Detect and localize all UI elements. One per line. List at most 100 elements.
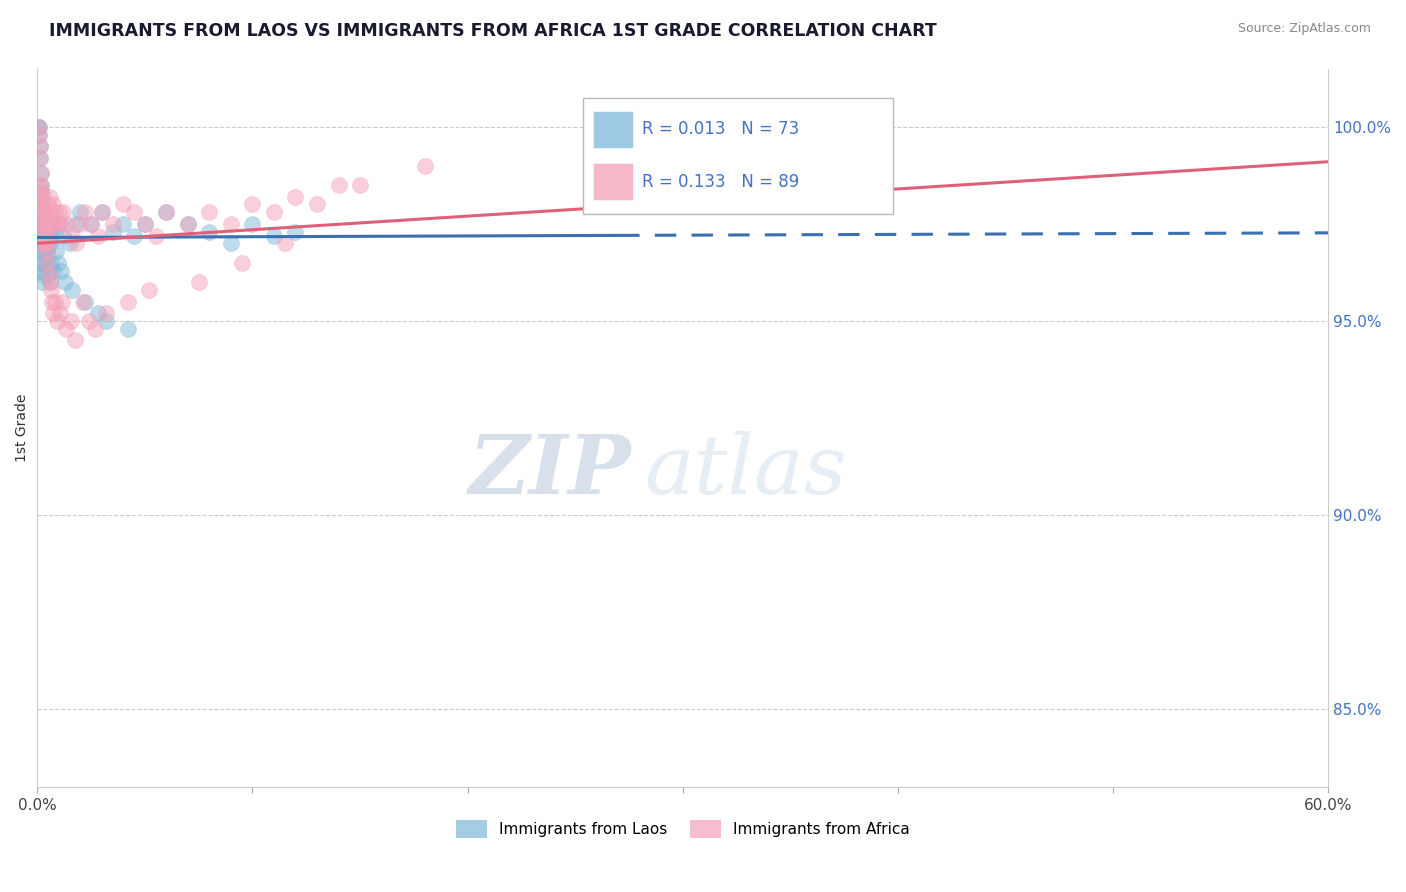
Point: [28, 228, 51, 243]
Text: R = 0.133   N = 89: R = 0.133 N = 89: [643, 173, 800, 191]
Point: [30, 256, 52, 270]
Point: [39, 256, 62, 270]
Point: [32, 217, 55, 231]
Point: [27, 190, 49, 204]
Point: [38, 268, 60, 282]
Point: [155, 205, 177, 219]
Point: [35, 236, 58, 251]
Point: [31, 268, 53, 282]
Point: [30, 151, 52, 165]
Point: [28, 217, 51, 231]
Point: [30, 166, 52, 180]
Point: [46, 256, 69, 270]
Legend: Immigrants from Laos, Immigrants from Africa: Immigrants from Laos, Immigrants from Af…: [450, 814, 915, 844]
Point: [122, 228, 145, 243]
Point: [274, 236, 297, 251]
Point: [134, 217, 156, 231]
Point: [84, 322, 107, 336]
Point: [284, 190, 307, 204]
Point: [56, 217, 79, 231]
Point: [145, 228, 167, 243]
Point: [31, 205, 53, 219]
Point: [34, 217, 56, 231]
Point: [49, 263, 72, 277]
Point: [60, 283, 83, 297]
Point: [349, 178, 371, 192]
Point: [32, 256, 55, 270]
Point: [39, 283, 62, 297]
Point: [37, 256, 59, 270]
Point: [73, 205, 96, 219]
Point: [38, 275, 60, 289]
Point: [28, 197, 51, 211]
Point: [138, 283, 160, 297]
Point: [112, 217, 135, 231]
Point: [231, 256, 253, 270]
Point: [28, 197, 51, 211]
Point: [31, 197, 53, 211]
Point: [101, 225, 124, 239]
Point: [122, 205, 145, 219]
Point: [42, 197, 65, 211]
Point: [69, 217, 91, 231]
Point: [31, 275, 53, 289]
Point: [96, 306, 118, 320]
Point: [117, 294, 139, 309]
Point: [45, 217, 67, 231]
Point: [38, 228, 60, 243]
Point: [28, 178, 51, 192]
Point: [35, 236, 58, 251]
Point: [117, 322, 139, 336]
Point: [284, 225, 307, 239]
Point: [35, 205, 58, 219]
Point: [30, 151, 52, 165]
Point: [263, 205, 285, 219]
Point: [134, 217, 156, 231]
Point: [187, 275, 209, 289]
Point: [41, 217, 63, 231]
Point: [90, 205, 112, 219]
Point: [38, 217, 60, 231]
Point: [35, 236, 58, 251]
Point: [35, 244, 58, 258]
Point: [39, 236, 62, 251]
Point: [41, 294, 63, 309]
Point: [155, 205, 177, 219]
Point: [49, 306, 72, 320]
Point: [34, 217, 56, 231]
Point: [86, 306, 108, 320]
Point: [27, 120, 49, 134]
Point: [305, 197, 328, 211]
Point: [42, 263, 65, 277]
Point: [30, 178, 52, 192]
Point: [28, 120, 51, 134]
Point: [59, 314, 82, 328]
Point: [65, 236, 87, 251]
Bar: [593, 111, 633, 148]
Point: [35, 228, 58, 243]
Point: [51, 294, 73, 309]
Point: [80, 217, 103, 231]
Point: [328, 178, 350, 192]
Point: [28, 120, 51, 134]
Point: [34, 228, 56, 243]
Point: [32, 225, 55, 239]
Point: [38, 268, 60, 282]
Point: [30, 244, 52, 258]
Point: [65, 217, 87, 231]
Point: [44, 225, 66, 239]
Point: [31, 186, 53, 200]
Point: [30, 178, 52, 192]
Point: [34, 236, 56, 251]
Point: [177, 217, 200, 231]
Point: [39, 205, 62, 219]
Point: [34, 228, 56, 243]
Point: [46, 314, 69, 328]
Point: [45, 244, 67, 258]
Point: [31, 197, 53, 211]
Point: [59, 236, 82, 251]
Point: [72, 294, 94, 309]
Point: [31, 186, 53, 200]
Point: [96, 314, 118, 328]
Point: [37, 197, 59, 211]
